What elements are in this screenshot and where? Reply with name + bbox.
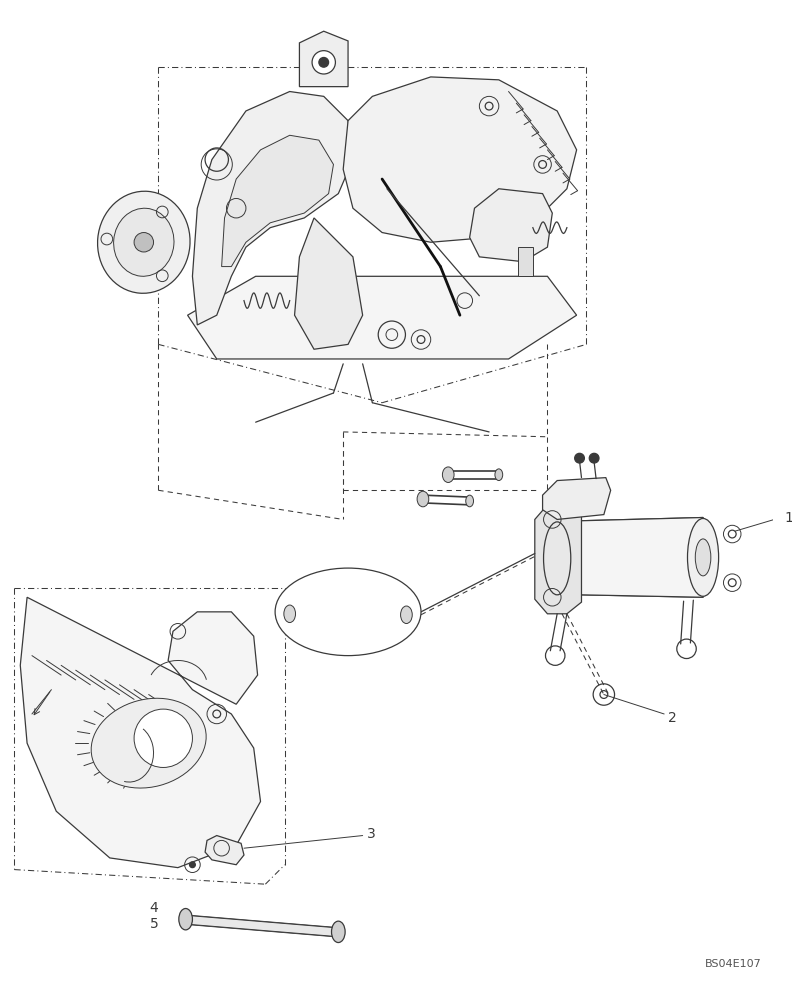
Polygon shape [192, 92, 353, 325]
Circle shape [575, 453, 584, 463]
Text: 2: 2 [668, 711, 677, 725]
Text: BS04E107: BS04E107 [705, 959, 761, 969]
Ellipse shape [401, 606, 413, 624]
Ellipse shape [284, 605, 295, 623]
Ellipse shape [179, 908, 192, 930]
Polygon shape [470, 189, 552, 262]
Ellipse shape [543, 522, 571, 595]
Text: 4: 4 [150, 901, 158, 915]
Ellipse shape [332, 921, 345, 943]
Ellipse shape [113, 208, 174, 276]
Circle shape [134, 709, 192, 767]
Polygon shape [21, 597, 261, 868]
Ellipse shape [443, 467, 454, 482]
Ellipse shape [275, 568, 421, 656]
Polygon shape [535, 503, 581, 614]
Polygon shape [295, 218, 363, 349]
Polygon shape [518, 247, 533, 276]
Polygon shape [299, 31, 348, 87]
Polygon shape [222, 135, 333, 267]
Circle shape [319, 57, 329, 67]
Polygon shape [343, 77, 577, 242]
Circle shape [134, 233, 154, 252]
Ellipse shape [695, 539, 711, 576]
Ellipse shape [91, 698, 206, 788]
Polygon shape [127, 223, 161, 262]
Circle shape [312, 51, 335, 74]
Polygon shape [557, 518, 703, 597]
Circle shape [589, 453, 599, 463]
Ellipse shape [466, 495, 474, 507]
Ellipse shape [687, 518, 718, 596]
Circle shape [189, 862, 196, 868]
Text: 3: 3 [367, 827, 375, 841]
Ellipse shape [97, 191, 190, 293]
Polygon shape [543, 478, 611, 519]
Text: 1: 1 [785, 511, 792, 525]
Polygon shape [185, 915, 338, 937]
Text: 5: 5 [150, 917, 158, 931]
Ellipse shape [495, 469, 503, 481]
Polygon shape [205, 836, 244, 865]
Polygon shape [188, 276, 577, 359]
Ellipse shape [417, 491, 428, 507]
